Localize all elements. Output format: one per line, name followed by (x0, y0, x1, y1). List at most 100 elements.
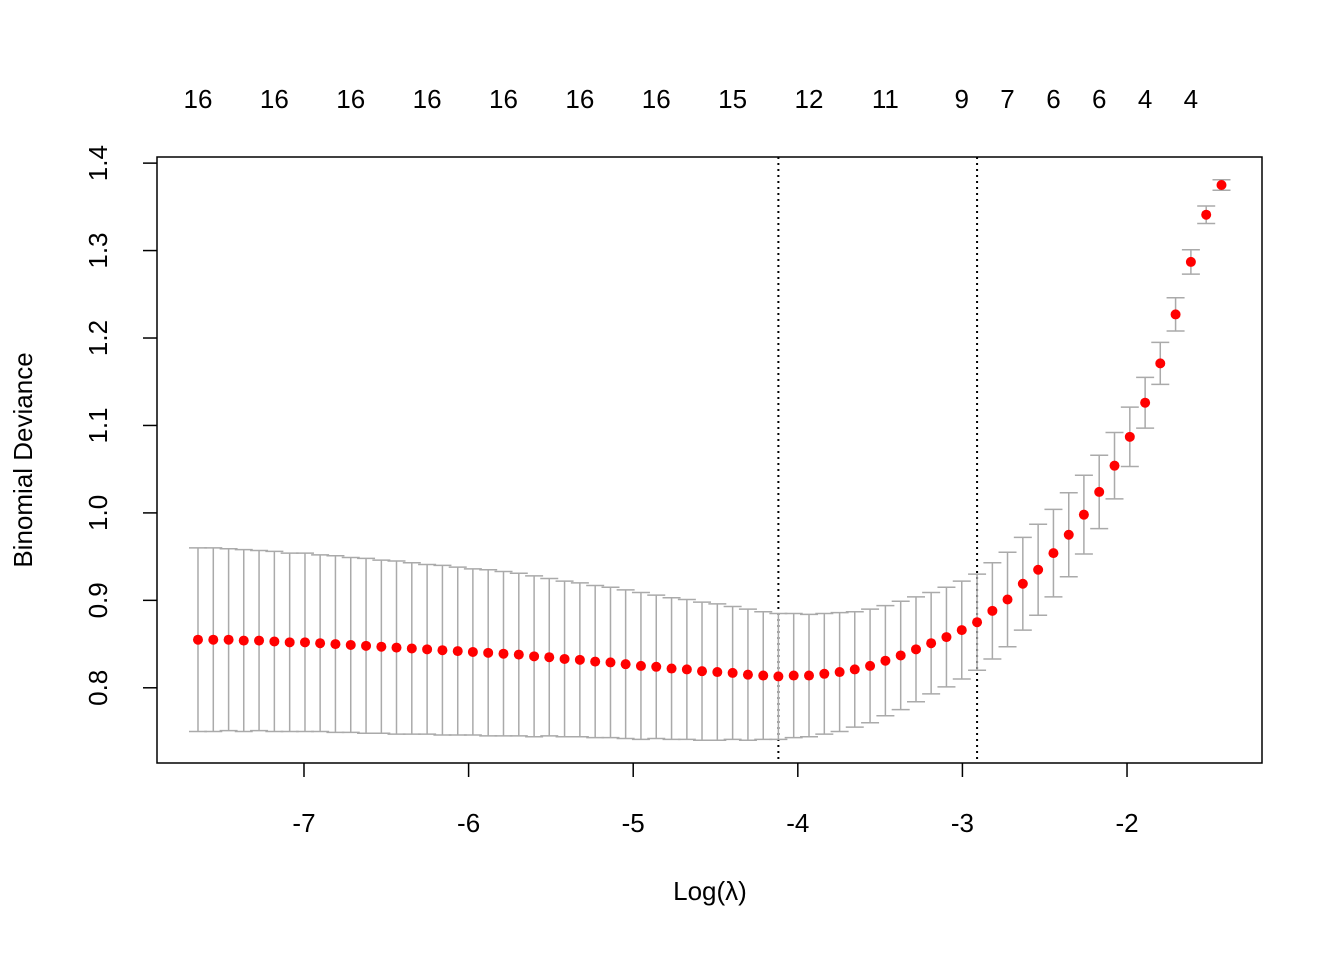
point (926, 638, 937, 649)
top-tick-label: 16 (642, 84, 671, 114)
point (1078, 509, 1089, 520)
point (208, 634, 219, 645)
point (635, 660, 646, 671)
point (1063, 529, 1074, 540)
top-tick-label: 9 (955, 84, 969, 114)
point (1017, 578, 1028, 589)
point (1170, 309, 1181, 320)
point (742, 669, 753, 680)
y-axis-label: Binomial Deviance (8, 352, 38, 567)
point (712, 667, 723, 678)
point (1094, 486, 1105, 497)
point (361, 640, 372, 651)
point (467, 646, 478, 657)
point (254, 635, 265, 646)
point (605, 657, 616, 668)
point (223, 634, 234, 645)
x-axis-label: Log(λ) (673, 876, 747, 906)
point (758, 670, 769, 681)
point (895, 650, 906, 661)
top-tick-label: 16 (260, 84, 289, 114)
point (910, 644, 921, 655)
point (1140, 397, 1151, 408)
point (406, 643, 417, 654)
point (681, 664, 692, 675)
top-tick-label: 16 (565, 84, 594, 114)
point (666, 663, 677, 674)
point (238, 635, 249, 646)
top-tick-label: 16 (489, 84, 518, 114)
point (1033, 564, 1044, 575)
point (620, 659, 631, 670)
point (1216, 179, 1227, 190)
y-tick-label: 0.9 (83, 582, 113, 618)
point (590, 656, 601, 667)
point (315, 638, 326, 649)
plot-box (156, 156, 1263, 764)
top-tick-label: 15 (718, 84, 747, 114)
top-tick-label: 7 (1000, 84, 1014, 114)
x-tick-label: -3 (951, 808, 974, 838)
y-tick-label: 1.4 (83, 145, 113, 181)
point (1124, 431, 1135, 442)
point (544, 652, 555, 663)
point (299, 637, 310, 648)
point (391, 642, 402, 653)
point (1185, 256, 1196, 267)
top-tick-label: 6 (1092, 84, 1106, 114)
point (697, 666, 708, 677)
point (559, 653, 570, 664)
point (498, 648, 509, 659)
point (529, 651, 540, 662)
top-tick-label: 4 (1138, 84, 1152, 114)
x-tick-label: -2 (1115, 808, 1138, 838)
point (437, 645, 448, 656)
y-tick-label: 1.3 (83, 232, 113, 268)
point (865, 660, 876, 671)
point (972, 617, 983, 628)
y-tick-label: 0.8 (83, 670, 113, 706)
point (1109, 460, 1120, 471)
top-tick-label: 16 (184, 84, 213, 114)
top-tick-label: 6 (1046, 84, 1060, 114)
point (1201, 209, 1212, 220)
point (269, 636, 280, 647)
y-tick-label: 1.2 (83, 320, 113, 356)
point (987, 605, 998, 616)
point (1048, 548, 1059, 559)
point (804, 670, 815, 681)
point (284, 637, 295, 648)
point (192, 634, 203, 645)
point (422, 644, 433, 655)
point (941, 632, 952, 643)
point (330, 639, 341, 650)
x-tick-label: -5 (622, 808, 645, 838)
point (483, 647, 494, 658)
point (1155, 358, 1166, 369)
top-tick-label: 16 (336, 84, 365, 114)
y-tick-label: 1.1 (83, 407, 113, 443)
point (956, 625, 967, 636)
x-tick-label: -7 (292, 808, 315, 838)
x-tick-label: -4 (786, 808, 809, 838)
point (880, 655, 891, 666)
top-tick-label: 16 (413, 84, 442, 114)
point (773, 671, 784, 682)
point (1002, 594, 1013, 605)
x-tick-label: -6 (457, 808, 480, 838)
top-tick-label: 11 (872, 84, 899, 114)
point (727, 667, 738, 678)
y-tick-label: 1.0 (83, 495, 113, 531)
point (376, 641, 387, 652)
point (574, 654, 585, 665)
point (819, 668, 830, 679)
point (834, 667, 845, 678)
top-tick-label: 12 (795, 84, 824, 114)
top-tick-label: 4 (1184, 84, 1198, 114)
point (452, 646, 463, 657)
point (513, 649, 524, 660)
point (651, 661, 662, 672)
point (345, 639, 356, 650)
point (849, 664, 860, 675)
